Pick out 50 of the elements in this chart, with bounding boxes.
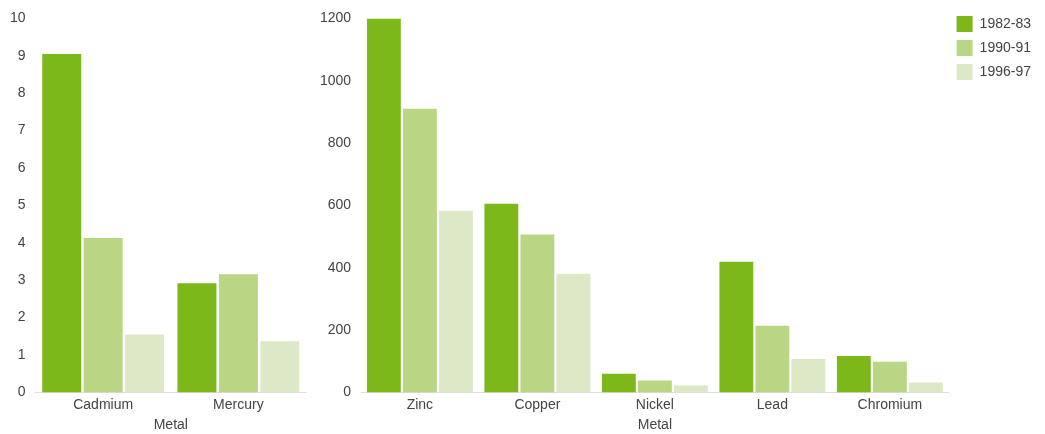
y-tick-label: 8 (17, 84, 26, 101)
x-tick-label: Chromium (857, 395, 923, 412)
bar (42, 53, 82, 393)
x-tick-label: Copper (514, 395, 561, 412)
y-tick-label: 5 (17, 196, 26, 213)
bar (218, 274, 258, 393)
x-axis-title: Metal (637, 416, 672, 433)
bar (125, 334, 165, 393)
legend-label: 1982-83 (979, 14, 1032, 31)
y-tick-label: 400 (327, 258, 352, 275)
legend-label: 1996-97 (979, 62, 1032, 79)
y-tick-label: 600 (327, 196, 352, 213)
bar (556, 273, 591, 393)
y-tick-label: 6 (17, 158, 26, 175)
y-tick-label: 800 (327, 133, 352, 150)
bar (601, 373, 636, 393)
y-tick-label: 7 (17, 121, 26, 138)
bar (260, 341, 300, 393)
x-tick-label: Cadmium (73, 395, 134, 412)
x-axis-title: Metal (153, 416, 188, 433)
x-tick-label: Lead (756, 395, 788, 412)
bar (755, 325, 790, 393)
bar (836, 355, 871, 393)
bar (637, 380, 672, 393)
y-tick-label: 200 (327, 320, 352, 337)
bar (177, 283, 217, 393)
y-tick-label: 2 (17, 308, 26, 325)
bar (520, 234, 555, 393)
y-tick-label: 3 (17, 271, 26, 288)
y-tick-label: 1000 (319, 71, 352, 88)
y-tick-label: 4 (17, 233, 26, 250)
x-tick-label: Nickel (635, 395, 674, 412)
y-tick-label: 10 (9, 9, 26, 26)
bar (872, 361, 907, 393)
bar (719, 261, 754, 393)
bar (791, 359, 826, 393)
legend-label: 1990-91 (979, 38, 1032, 55)
y-tick-label: 0 (17, 383, 26, 400)
bar (908, 382, 943, 393)
y-tick-label: 1200 (319, 9, 352, 26)
bar (484, 203, 519, 393)
y-tick-label: 9 (17, 46, 26, 63)
bar (83, 237, 123, 393)
x-tick-label: Zinc (406, 395, 434, 412)
bar (366, 18, 401, 393)
bar (402, 108, 437, 393)
x-tick-label: Mercury (213, 395, 264, 412)
bar (438, 210, 473, 393)
y-tick-label: 1 (17, 345, 26, 362)
y-tick-label: 0 (343, 383, 352, 400)
